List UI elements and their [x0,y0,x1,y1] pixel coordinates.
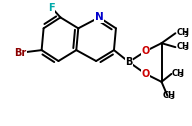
Text: N: N [95,12,103,22]
Text: B: B [125,57,132,67]
Text: 3: 3 [184,32,188,38]
Text: Br: Br [14,48,26,58]
Text: CH: CH [162,91,175,100]
Text: 3: 3 [184,45,188,51]
Text: O: O [142,69,150,79]
Text: O: O [142,46,150,56]
Text: CH: CH [171,69,185,78]
Text: CH: CH [176,28,189,37]
Text: CH: CH [176,42,189,51]
Text: 3: 3 [179,72,184,78]
Text: F: F [48,3,55,12]
Text: 3: 3 [170,94,175,100]
